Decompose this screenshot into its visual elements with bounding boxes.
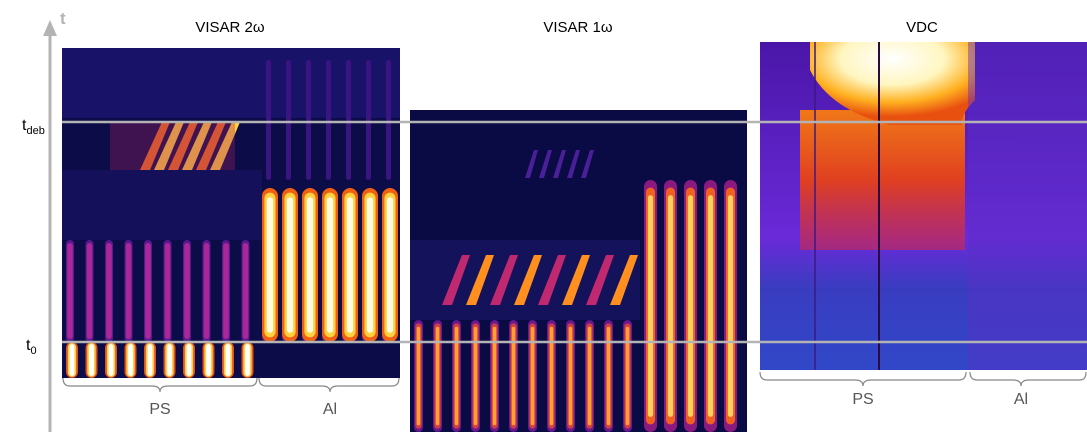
panel-title: VDC bbox=[906, 19, 938, 36]
fringe bbox=[306, 197, 314, 333]
fringe bbox=[435, 326, 440, 426]
marker-symbol: t bbox=[26, 337, 31, 354]
fringe bbox=[346, 197, 354, 333]
vdc-image bbox=[760, 42, 1087, 370]
fringe bbox=[562, 255, 590, 305]
region-label: Al bbox=[1014, 391, 1028, 408]
fringe bbox=[106, 243, 112, 339]
fringe bbox=[587, 326, 592, 426]
time-axis-arrow bbox=[43, 20, 57, 36]
fringe bbox=[225, 344, 231, 376]
fringe bbox=[86, 243, 93, 339]
fringe bbox=[667, 195, 674, 417]
fringe bbox=[326, 60, 331, 180]
fringe bbox=[386, 197, 394, 333]
fringe bbox=[154, 122, 184, 170]
fringe bbox=[140, 122, 170, 170]
fringe bbox=[242, 243, 249, 339]
fringe bbox=[492, 326, 497, 426]
fringe bbox=[538, 255, 566, 305]
fringe bbox=[326, 197, 334, 333]
fringe bbox=[647, 195, 654, 417]
panel-title: VISAR 1ω bbox=[543, 19, 613, 36]
fringe bbox=[286, 60, 291, 180]
fringe bbox=[196, 122, 226, 170]
fringe bbox=[586, 255, 614, 305]
panel-title: VISAR 2ω bbox=[195, 19, 265, 36]
fringe bbox=[89, 344, 94, 376]
t0-label: t0 bbox=[26, 337, 37, 357]
fringe bbox=[581, 150, 594, 178]
fringe bbox=[184, 243, 190, 339]
fringe bbox=[245, 344, 250, 376]
fringe bbox=[286, 197, 294, 333]
fringe bbox=[625, 326, 630, 426]
fringe bbox=[490, 255, 518, 305]
fringe bbox=[366, 60, 371, 180]
marker-subscript: 0 bbox=[30, 345, 36, 357]
fringe bbox=[606, 326, 611, 426]
visar-1w-image bbox=[410, 110, 747, 432]
fringe bbox=[108, 344, 114, 376]
fringe bbox=[386, 60, 391, 180]
fringe bbox=[530, 326, 535, 426]
fringe bbox=[567, 150, 580, 178]
fringe bbox=[164, 243, 171, 339]
fringe bbox=[553, 150, 566, 178]
fringe bbox=[568, 326, 573, 426]
fringe bbox=[223, 243, 229, 339]
fringe bbox=[525, 150, 538, 178]
fringe bbox=[147, 344, 153, 376]
fringe bbox=[366, 197, 374, 333]
fringe bbox=[539, 150, 552, 178]
fringe bbox=[727, 195, 734, 417]
t-deb-label: tdeb bbox=[22, 117, 45, 137]
region-label: PS bbox=[149, 401, 170, 418]
fringe bbox=[687, 195, 694, 417]
fringe bbox=[203, 243, 210, 339]
fringe bbox=[346, 60, 351, 180]
region-label: Al bbox=[323, 401, 337, 418]
fringe bbox=[266, 197, 274, 333]
fringe bbox=[610, 255, 638, 305]
braces bbox=[62, 371, 1087, 393]
marker-symbol: t bbox=[22, 117, 27, 134]
fringe bbox=[182, 122, 212, 170]
fringe bbox=[168, 122, 198, 170]
fringe bbox=[511, 326, 516, 426]
fringe bbox=[442, 255, 470, 305]
time-axis-label: t bbox=[60, 9, 66, 28]
fringe bbox=[266, 60, 271, 180]
fringe bbox=[69, 344, 75, 376]
fringe-region bbox=[110, 122, 235, 170]
visar-2w-image bbox=[62, 48, 400, 378]
fringe bbox=[454, 326, 459, 426]
fringe bbox=[128, 344, 133, 376]
fringe bbox=[145, 243, 151, 339]
fringe bbox=[416, 326, 421, 426]
fringe bbox=[306, 60, 311, 180]
region-label: PS bbox=[852, 391, 873, 408]
fringe bbox=[67, 243, 73, 339]
marker-subscript: deb bbox=[26, 125, 44, 137]
fringe bbox=[186, 344, 192, 376]
fringe bbox=[167, 344, 172, 376]
fringe bbox=[466, 255, 494, 305]
fringe bbox=[549, 326, 554, 426]
fringe bbox=[125, 243, 132, 339]
fringe bbox=[210, 122, 240, 170]
fringe bbox=[707, 195, 714, 417]
fringe bbox=[514, 255, 542, 305]
fringe bbox=[473, 326, 478, 426]
fringe bbox=[206, 344, 211, 376]
